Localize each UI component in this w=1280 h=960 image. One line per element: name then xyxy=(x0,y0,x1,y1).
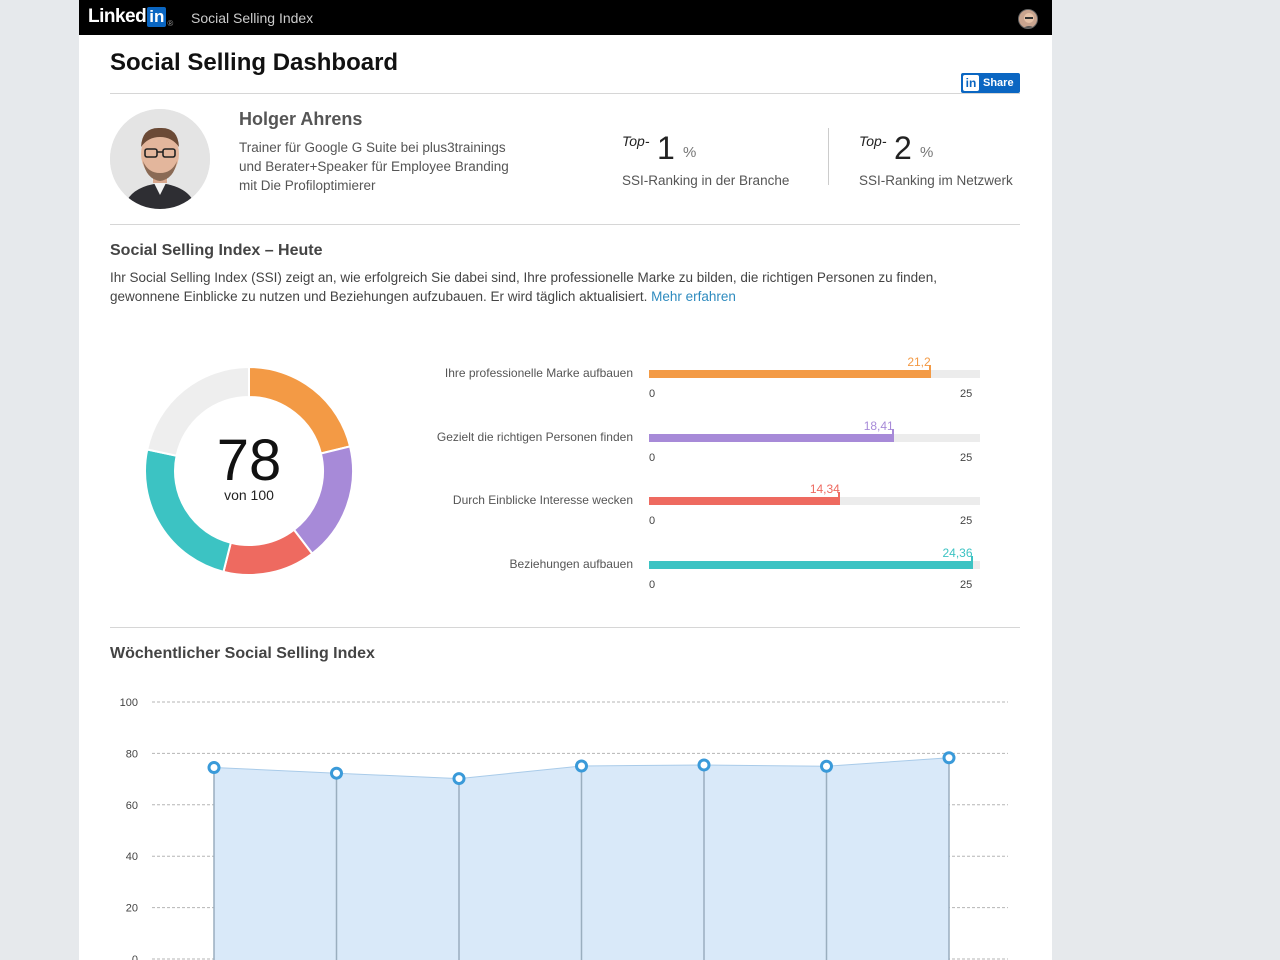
bar-axis-tick-max: 25 xyxy=(960,452,973,464)
bar-axis-tick-min: 0 xyxy=(649,388,656,400)
bar-marker xyxy=(891,429,894,442)
learn-more-link[interactable]: Mehr erfahren xyxy=(651,289,736,304)
header-divider xyxy=(110,93,1020,94)
ranking-divider xyxy=(828,128,829,185)
ranking-top-label: Top- xyxy=(859,133,887,149)
weekly-ssi-title: Wöchentlicher Social Selling Index xyxy=(110,645,375,662)
bar-value-label: 24,36 xyxy=(942,546,973,560)
share-button[interactable]: in Share xyxy=(961,73,1020,93)
bar-value-label: 21,2 xyxy=(907,355,931,369)
bar-fill xyxy=(649,561,972,569)
bar-marker xyxy=(837,492,840,505)
weekly-data-point[interactable] xyxy=(452,772,466,786)
dashboard-content: Social Selling Dashboard in Share Holger… xyxy=(79,35,1052,960)
weekly-data-point[interactable] xyxy=(697,758,711,772)
logo-registered-mark: ® xyxy=(167,19,174,28)
ranking-top-label: Top- xyxy=(622,133,650,149)
weekly-data-point[interactable] xyxy=(330,766,343,780)
ranking-value: 1 xyxy=(657,130,675,166)
bar-label: Durch Einblicke Interesse wecken xyxy=(452,493,633,507)
bar-value-label: 14,34 xyxy=(809,482,840,496)
bar-axis-tick-min: 0 xyxy=(649,452,656,464)
ssi-donut-chart: 78 von 100 xyxy=(143,365,355,577)
bar-axis-tick-max: 25 xyxy=(960,388,973,400)
app-title: Social Selling Index xyxy=(191,10,314,26)
bar-track xyxy=(649,365,980,378)
y-tick-label: 60 xyxy=(126,800,138,812)
bar-track xyxy=(649,429,980,442)
profile-name: Holger Ahrens xyxy=(239,109,363,129)
ranking-unit: % xyxy=(920,144,934,161)
section-divider xyxy=(110,627,1020,628)
bar-axis-tick-min: 0 xyxy=(649,515,656,527)
weekly-data-point[interactable] xyxy=(575,759,588,773)
profile-divider xyxy=(110,224,1020,225)
ssi-today-title: Social Selling Index – Heute xyxy=(110,242,323,259)
y-tick-label: 100 xyxy=(120,697,138,709)
logo-wordmark: Linked xyxy=(88,6,147,27)
user-avatar-icon[interactable] xyxy=(1018,9,1038,29)
bar-marker xyxy=(928,365,931,378)
donut-slice-remaining xyxy=(146,365,250,457)
ranking-description: SSI-Ranking in der Branche xyxy=(622,173,790,188)
bar-fill xyxy=(649,434,893,442)
bar-axis-tick-min: 0 xyxy=(649,579,656,591)
top-navigation-bar: Linked in ® Social Selling Index xyxy=(79,0,1052,35)
bar-label: Gezielt die richtigen Personen finden xyxy=(436,430,633,444)
bar-value-label: 18,41 xyxy=(863,419,894,433)
logo-in-badge: in xyxy=(147,7,167,27)
y-tick-label: 20 xyxy=(126,903,138,915)
ssi-intro-text: Ihr Social Selling Index (SSI) zeigt an,… xyxy=(110,268,1010,306)
bar-track xyxy=(649,492,980,505)
bar-track xyxy=(649,556,980,569)
ranking-unit: % xyxy=(683,144,697,161)
ranking-value: 2 xyxy=(894,130,912,166)
weekly-data-point[interactable] xyxy=(820,759,833,773)
y-tick-label: 0 xyxy=(132,954,138,960)
weekly-data-point[interactable] xyxy=(207,761,221,775)
page-title: Social Selling Dashboard xyxy=(110,49,399,76)
linkedin-share-icon: in xyxy=(963,75,979,91)
profile-headline: Trainer für Google G Suite bei plus3trai… xyxy=(239,140,509,193)
bar-label: Beziehungen aufbauen xyxy=(509,557,633,571)
ssi-score-caption: von 100 xyxy=(224,487,274,503)
profile-photo xyxy=(110,109,210,209)
donut-svg xyxy=(144,365,354,576)
y-tick-label: 40 xyxy=(126,851,138,863)
ssi-intro-body: Ihr Social Selling Index (SSI) zeigt an,… xyxy=(110,270,937,304)
bar-axis-tick-max: 25 xyxy=(960,579,973,591)
donut-slice-3 xyxy=(222,528,314,576)
bar-fill xyxy=(649,497,839,505)
linkedin-logo[interactable]: Linked in ® xyxy=(88,6,173,28)
ranking-description: SSI-Ranking im Netzwerk xyxy=(859,173,1013,188)
weekly-data-point[interactable] xyxy=(942,751,956,765)
bar-label: Ihre professionelle Marke aufbauen xyxy=(444,366,633,380)
ssi-score: 78 xyxy=(216,428,282,493)
bar-axis-tick-max: 25 xyxy=(960,515,973,527)
bar-fill xyxy=(649,370,930,378)
y-tick-label: 80 xyxy=(126,748,138,760)
weekly-ssi-chart: 0 20 40 60 80 100 xyxy=(120,697,1008,960)
bar-marker xyxy=(970,556,973,569)
share-button-label: Share xyxy=(983,77,1014,89)
